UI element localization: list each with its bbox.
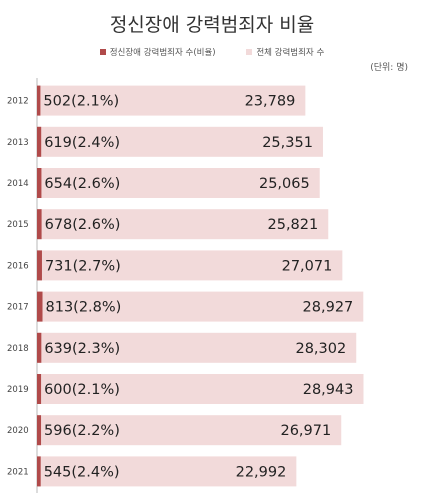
legend-label-mental-disorder: 정신장애 강력범죄자 수(비율) [109, 48, 216, 58]
bar-total-2019 [37, 374, 364, 404]
bar-total-2013 [37, 126, 323, 157]
value-label-total-2021: 22,992 [236, 464, 287, 480]
year-label-2020: 2020 [7, 426, 29, 436]
bar-mental-2020 [37, 415, 42, 446]
bar-mental-2013 [37, 126, 42, 157]
value-label-mental-2012: 502(2.1%) [43, 94, 119, 110]
value-label-mental-2018: 639(2.3%) [44, 341, 120, 357]
value-label-mental-2019: 600(2.1%) [44, 382, 120, 398]
value-label-total-2015: 25,821 [268, 217, 319, 233]
year-label-2014: 2014 [7, 179, 29, 189]
year-label-2015: 2015 [7, 220, 29, 230]
bar-mental-2018 [37, 332, 42, 363]
value-label-mental-2013: 619(2.4%) [44, 135, 120, 151]
legend-item-total: 전체 강력범죄자 수 [246, 46, 324, 58]
bar-total-2016 [37, 250, 343, 281]
value-label-mental-2015: 678(2.6%) [45, 217, 121, 233]
year-label-2016: 2016 [7, 261, 29, 271]
year-label-2021: 2021 [7, 467, 29, 477]
chart-title: 정신장애 강력범죄자 비율 [109, 14, 315, 36]
value-label-mental-2021: 545(2.4%) [44, 464, 120, 480]
bar-mental-2021 [37, 456, 41, 487]
bar-total-2012 [37, 85, 306, 116]
bar-mental-2017 [37, 291, 43, 322]
legend-swatch-mental-disorder [99, 49, 106, 55]
bar-total-2015 [37, 209, 329, 240]
value-label-total-2020: 26,971 [280, 423, 331, 439]
bar-total-2020 [37, 415, 342, 446]
value-label-total-2014: 25,065 [259, 176, 310, 192]
bar-mental-2014 [37, 168, 42, 198]
value-label-mental-2016: 731(2.7%) [45, 258, 121, 274]
bar-mental-2019 [37, 374, 42, 404]
bar-total-2021 [37, 456, 297, 487]
year-label-2019: 2019 [7, 385, 29, 395]
legend: 정신장애 강력범죄자 수(비율) 전체 강력범죄자 수 [0, 46, 424, 58]
value-label-total-2017: 28,927 [303, 300, 354, 316]
value-label-mental-2014: 654(2.6%) [44, 176, 120, 192]
bar-total-2018 [37, 332, 357, 363]
year-label-2013: 2013 [7, 138, 29, 148]
value-label-total-2012: 23,789 [245, 94, 296, 110]
year-label-2018: 2018 [7, 344, 29, 354]
bar-mental-2012 [37, 85, 41, 116]
year-label-2012: 2012 [7, 97, 29, 107]
value-label-mental-2020: 596(2.2%) [44, 423, 120, 439]
bar-total-2014 [37, 168, 320, 198]
value-label-total-2019: 28,943 [303, 382, 354, 398]
value-label-total-2013: 25,351 [262, 135, 313, 151]
bar-mental-2015 [37, 209, 42, 240]
legend-label-total: 전체 강력범죄자 수 [256, 48, 325, 58]
bar-total-2017 [37, 291, 364, 322]
unit-label: (단위: 명) [370, 63, 408, 73]
value-label-total-2018: 28,302 [295, 341, 346, 357]
legend-swatch-total [246, 49, 253, 55]
year-label-2017: 2017 [7, 303, 29, 313]
legend-item-mental-disorder: 정신장애 강력범죄자 수(비율) [99, 46, 216, 58]
value-label-mental-2017: 813(2.8%) [46, 300, 122, 316]
value-label-total-2016: 27,071 [282, 258, 333, 274]
bar-mental-2016 [37, 250, 42, 281]
